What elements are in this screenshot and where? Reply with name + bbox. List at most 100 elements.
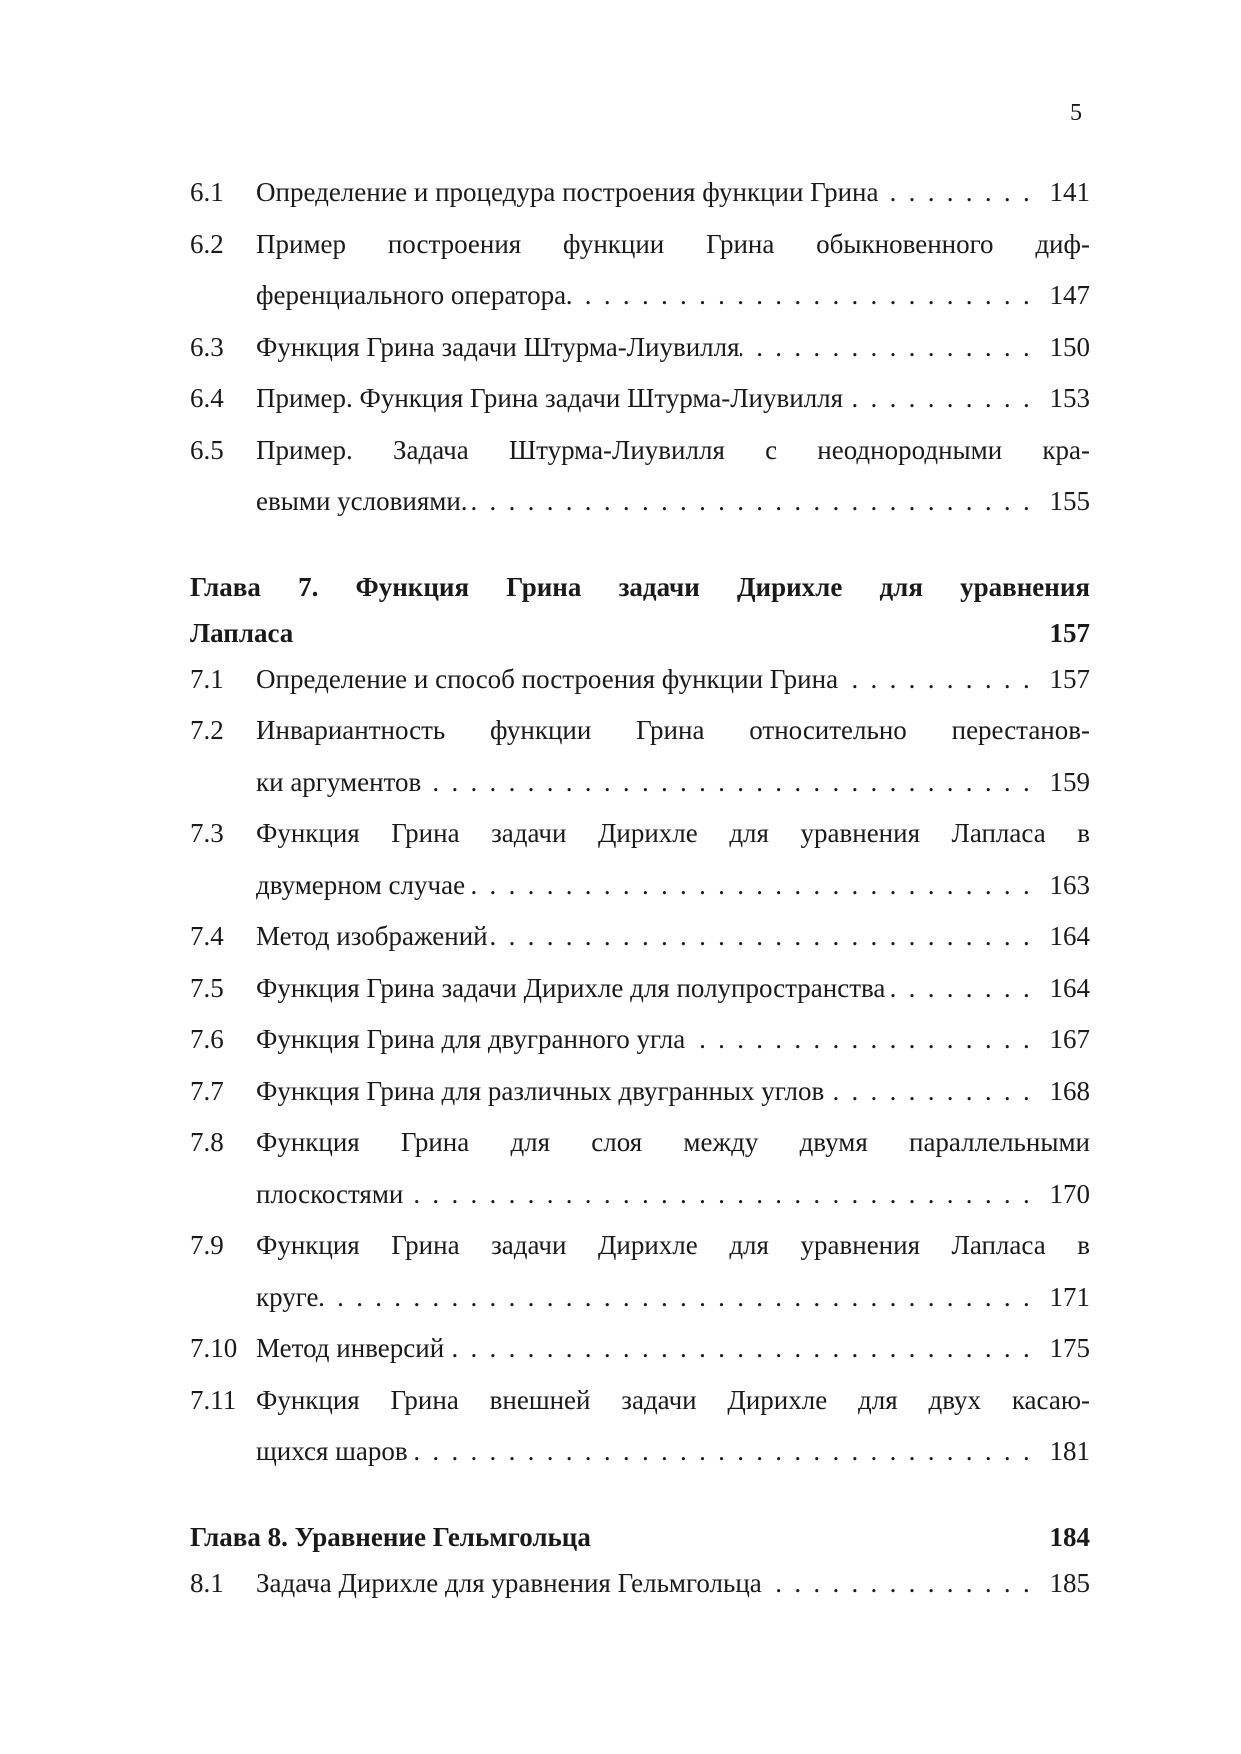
dot-leader: ........................................… [403,1178,1042,1209]
page-number: 5 [1070,100,1082,126]
toc-entry[interactable]: 7.3 Функция Грина задачи Дирихле для урав… [190,813,1090,916]
page-number-ref: 181 [1049,1436,1091,1466]
page-number-ref: 171 [1049,1281,1091,1312]
toc-entry[interactable]: 8.1 Задача Дирихле для уравнения Гельмгол… [190,1563,1090,1615]
section-number: 6.1 [190,177,224,207]
toc-line: 8.1 Задача Дирихле для уравнения Гельмгол… [190,1563,1090,1615]
section-title: круге [256,1281,319,1312]
section-title: Функция Грина для слоя между двумя парал… [256,1127,1090,1157]
chapter-page: 157 [1049,617,1091,648]
section-number: 7.5 [190,972,224,1003]
dot-leader: ........................................… [838,663,1042,694]
toc-entry[interactable]: 7.7 Функция Грина для различных двугранны… [190,1071,1090,1123]
dot-leader: ........................................… [408,1436,1042,1466]
section-number: 6.4 [190,383,224,413]
toc-line: 6.2 Пример построения функции Грина обыкн… [190,224,1090,276]
section-title: ференциального оператора [256,280,567,310]
toc-entry[interactable]: 7.9 Функция Грина задачи Дирихле для урав… [190,1225,1090,1328]
toc-entry[interactable]: 7.2 Инвариантность функции Грина относите… [190,710,1090,813]
section-number: 7.9 [190,1230,224,1260]
toc-entry[interactable]: 7.11 Функция Грина внешней задачи Дирихле… [190,1380,1090,1483]
toc-line: щихся шаров.............................… [190,1431,1090,1483]
toc-line: евыми условиями.........................… [190,481,1090,533]
spacer [190,533,1090,567]
spacer [190,1483,1090,1517]
chapter-heading[interactable]: Глава 8. Уравнение Гельмгольца 184 [190,1517,1090,1563]
toc-entry[interactable]: 7.1 Определение и способ построения функц… [190,659,1090,711]
page-number-ref: 164 [1049,921,1091,951]
toc-entry[interactable]: 7.4 Метод изображений....................… [190,916,1090,968]
section-title: Определение и процедура построения функц… [256,177,879,207]
section-number: 7.10 [190,1333,238,1363]
page-number-ref: 175 [1049,1333,1091,1363]
section-title: Функция Грина задачи Штурма-Лиувилля [256,331,740,362]
section-number: 7.7 [190,1075,224,1106]
toc-line: ки аргументов...........................… [190,762,1090,814]
toc-line: 7.5 Функция Грина задачи Дирихле для полу… [190,968,1090,1020]
toc-entry[interactable]: 6.1 Определение и процедура построения фу… [190,172,1090,224]
section-number: 7.3 [190,818,224,848]
section-title: Метод инверсий [256,1333,445,1363]
dot-leader: ........................................… [685,1024,1042,1054]
page-number-ref: 168 [1049,1075,1091,1106]
toc-line: 6.3 Функция Грина задачи Штурма-Лиувилля.… [190,327,1090,379]
section-number: 6.2 [190,228,224,259]
toc-entry[interactable]: 7.6 Функция Грина для двугранного угла...… [190,1019,1090,1071]
toc-entry[interactable]: 6.4 Пример. Функция Грина задачи Штурма-Л… [190,378,1090,430]
toc-entry[interactable]: 7.10 Метод инверсий......................… [190,1328,1090,1380]
toc-entry[interactable]: 6.5 Пример. Задача Штурма-Лиувилля с неод… [190,430,1090,533]
toc-line: двумерном случае........................… [190,865,1090,917]
toc-line: 7.9 Функция Грина задачи Дирихле для урав… [190,1225,1090,1277]
toc-line: 7.2 Инвариантность функции Грина относите… [190,710,1090,762]
section-number: 7.6 [190,1024,224,1054]
section-title: Пример. Функция Грина задачи Штурма-Лиув… [256,383,844,413]
section-title: Определение и способ построения функции … [256,663,839,694]
toc-line: 6.5 Пример. Задача Штурма-Лиувилля с неод… [190,430,1090,482]
section-number: 7.4 [190,921,224,951]
dot-leader: ........................................… [444,1333,1042,1363]
section-title: евыми условиями. [256,486,468,516]
dot-leader: ........................................… [465,869,1042,900]
toc-line: 7.1 Определение и способ построения функц… [190,659,1090,711]
toc-entry[interactable]: 7.8 Функция Грина для слоя между двумя па… [190,1122,1090,1225]
section-number: 7.2 [190,715,224,745]
dot-leader: ........................................… [740,331,1042,362]
section-number: 6.3 [190,331,224,362]
chapter-title-line: Глава 8. Уравнение Гельмгольца 184 [190,1517,1090,1563]
page-number-ref: 163 [1049,869,1091,900]
chapter-title-line: Лапласа 157 [190,613,1090,659]
toc-line: круге...................................… [190,1277,1090,1329]
toc-line: 7.3 Функция Грина задачи Дирихле для урав… [190,813,1090,865]
toc-line: 7.10 Метод инверсий......................… [190,1328,1090,1380]
chapter-title-line: Глава 7. Функция Грина задачи Дирихле дл… [190,567,1090,613]
section-number: 7.11 [190,1384,237,1415]
toc-entry[interactable]: 6.3 Функция Грина задачи Штурма-Лиувилля.… [190,327,1090,379]
chapter-title: Глава 8. Уравнение Гельмгольца [190,1521,591,1552]
section-title: ки аргументов [256,766,422,797]
page-number-ref: 164 [1049,972,1091,1003]
dot-leader: ........................................… [824,1075,1042,1106]
toc-line: 6.1 Определение и процедура построения фу… [190,172,1090,224]
page-number-ref: 170 [1049,1178,1091,1209]
dot-leader: ........................................… [468,486,1042,516]
section-number: 6.5 [190,434,224,465]
toc-line: плоскостями.............................… [190,1174,1090,1226]
section-title: Функция Грина задачи Дирихле для уравнен… [256,1230,1090,1260]
dot-leader: ........................................… [885,972,1042,1003]
section-title: Задача Дирихле для уравнения Гельмгольца [256,1567,762,1598]
page-number-ref: 167 [1049,1024,1091,1054]
section-title: Пример построения функции Грина обыкнове… [256,228,1090,259]
section-title: двумерном случае [256,869,466,900]
toc-entry[interactable]: 7.5 Функция Грина задачи Дирихле для полу… [190,968,1090,1020]
dot-leader: ........................................… [421,766,1042,797]
section-title: Функция Грина внешней задачи Дирихле для… [256,1384,1090,1415]
toc-line: 7.8 Функция Грина для слоя между двумя па… [190,1122,1090,1174]
page-number-ref: 155 [1049,486,1091,516]
section-title: Инвариантность функции Грина относительн… [256,715,1090,745]
page-number-ref: 159 [1049,766,1091,797]
section-title: Функция Грина для двугранного угла [256,1024,686,1054]
section-title: Функция Грина задачи Дирихле для уравнен… [256,818,1090,848]
toc-line: 7.4 Метод изображений....................… [190,916,1090,968]
toc-entry[interactable]: 6.2 Пример построения функции Грина обыкн… [190,224,1090,327]
chapter-heading[interactable]: Глава 7. Функция Грина задачи Дирихле дл… [190,567,1090,659]
